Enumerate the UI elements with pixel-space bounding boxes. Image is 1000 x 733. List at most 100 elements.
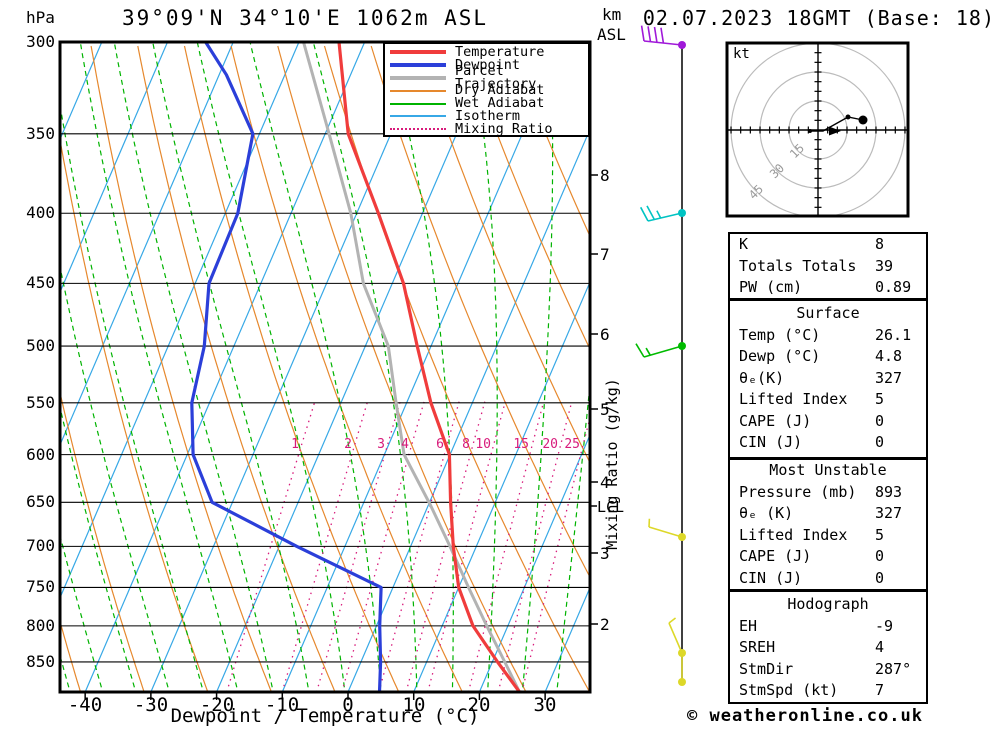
panel-row-value: 8 (875, 235, 885, 253)
pressure-tick-label: 350 (26, 124, 55, 143)
legend-swatch (390, 115, 446, 118)
parcel-trajectory-curve (302, 42, 521, 692)
legend-item-dewpoint: Dewpoint (390, 56, 588, 73)
temp-tick-label: 20 (467, 694, 491, 716)
panel-row: Pressure (mb) 893 (730, 482, 926, 504)
panel-stability-indices: K 8 Totals Totals 39 PW (cm) 0.89 (728, 232, 928, 300)
pressure-tick-label: 400 (26, 203, 55, 222)
x-axis-label: Dewpoint / Temperature (°C) (170, 705, 480, 727)
panel-row-value: 327 (875, 368, 903, 387)
panel-row-value: 4.8 (875, 347, 903, 365)
panel-row: StmSpd (kt) 7 (730, 680, 926, 702)
legend-label: Isotherm (455, 107, 521, 124)
panel-row-label: CAPE (J) (739, 547, 812, 565)
hodograph (725, 41, 910, 218)
dewpoint-curve (190, 42, 383, 692)
legend-item-dry-adiabat: Dry Adiabat (390, 84, 588, 97)
panel-most-unstable: Most Unstable Pressure (mb) 893 θₑ (K) 327 Li… (728, 458, 928, 591)
pressure-tick-label: 800 (26, 616, 55, 635)
panel-row: CAPE (J) 0 (730, 546, 926, 568)
panel-row-label: PW (cm) (739, 278, 803, 296)
wind-barb (639, 205, 686, 222)
wind-barb (678, 655, 686, 686)
datetime-label: 02.07.2023 18GMT (Base: 18) (642, 6, 995, 30)
panel-row-value: 4 (875, 638, 885, 656)
panel-row-label: Pressure (mb) (739, 482, 857, 501)
legend-label: Mixing Ratio (455, 120, 553, 137)
legend-swatch (390, 50, 446, 55)
panel-title: Most Unstable (769, 461, 887, 479)
panel-title: Hodograph (787, 595, 869, 613)
mixing-ratio-label: 8 (462, 437, 470, 452)
mixing-ratio-label: 25 (564, 437, 580, 452)
mixing-ratio-label: 20 (542, 437, 558, 452)
panel-title: Surface (796, 304, 860, 322)
panel-row-value: 0.89 (875, 278, 912, 296)
storm-motion-arrow (829, 126, 841, 136)
wind-barb-column (635, 25, 686, 686)
temp-tick-label: 10 (402, 694, 426, 716)
height-axis-unit-km: km (602, 5, 622, 24)
temp-tick-label: 0 (342, 694, 354, 716)
temp-axis-ticks (84, 693, 546, 700)
panel-row: SREH 4 (730, 637, 926, 659)
mixing-ratio-label: 15 (513, 437, 529, 452)
chart-legend: Temperature Dewpoint Parcel Trajectory Dry … (383, 42, 590, 137)
legend-swatch (390, 63, 446, 68)
panel-row-label: Lifted Index (739, 390, 848, 408)
panel-row: Temp (°C) 26.1 (730, 325, 926, 347)
panel-row-value: 287° (875, 659, 912, 678)
profile-curves (190, 42, 521, 692)
km-tick-label: 2 (600, 615, 610, 634)
panel-row: CIN (J) 0 (730, 568, 926, 590)
km-tick-label: 4 (600, 473, 610, 492)
temp-tick-label: 30 (533, 694, 557, 716)
legend-swatch (390, 89, 446, 92)
legend-label: Dewpoint (455, 56, 521, 73)
panel-row: Lifted Index 5 (730, 525, 926, 547)
panel-row-label: Dewp (°C) (739, 347, 821, 365)
panel-row-value: 0 (875, 411, 885, 430)
pressure-tick-label: 650 (26, 492, 55, 511)
panel-row: CIN (J) 0 (730, 432, 926, 454)
wind-barb (648, 518, 686, 541)
panel-row: PW (cm) 0.89 (730, 277, 926, 298)
legend-label: Parcel Trajectory (455, 63, 537, 92)
km-tick-label: 7 (600, 245, 610, 264)
hodograph-unit-label: kt (733, 46, 750, 62)
panel-row-value: 327 (875, 504, 903, 522)
panel-row: θₑ (K) 327 (730, 503, 926, 525)
pressure-axis-unit: hPa (26, 8, 55, 27)
lcl-label: LCL (597, 498, 625, 516)
temp-tick-label: -30 (133, 694, 169, 716)
panel-row-label: Lifted Index (739, 525, 848, 544)
wind-barb (635, 342, 686, 358)
panel-row-value: 26.1 (875, 325, 912, 344)
panel-row-label: θₑ (K) (739, 504, 794, 522)
copyright: © weatheronline.co.uk (687, 706, 923, 726)
legend-label: Dry Adiabat (455, 82, 545, 99)
plot-frame (58, 40, 592, 694)
pressure-tick-label: 600 (26, 445, 55, 464)
panel-row-label: CAPE (J) (739, 411, 812, 430)
panel-row: Dewp (°C) 4.8 (730, 346, 926, 368)
legend-label: Wet Adiabat (455, 95, 545, 112)
page-title: 39°09'N 34°10'E 1062m ASL (121, 6, 489, 30)
panel-row-label: CIN (J) (739, 568, 803, 587)
panel-row-value: 7 (875, 681, 885, 699)
panel-row: Lifted Index 5 (730, 389, 926, 411)
panel-row-value: 0 (875, 568, 885, 587)
wet-adiabat-lines (60, 42, 590, 688)
mixing-ratio-label: 10 (475, 437, 491, 452)
pressure-tick-label: 450 (26, 273, 55, 292)
panel-row-value: -9 (875, 616, 894, 635)
mixing-ratio-label: 2 (344, 437, 352, 452)
panel-row-label: Totals Totals (739, 256, 857, 275)
legend-item-mixing-ratio: Mixing Ratio (390, 120, 588, 137)
panel-row-value: 5 (875, 525, 885, 544)
panel-row: Totals Totals 39 (730, 256, 926, 278)
pressure-tick-label: 850 (26, 652, 55, 671)
legend-item-wet-adiabat: Wet Adiabat (390, 97, 588, 110)
